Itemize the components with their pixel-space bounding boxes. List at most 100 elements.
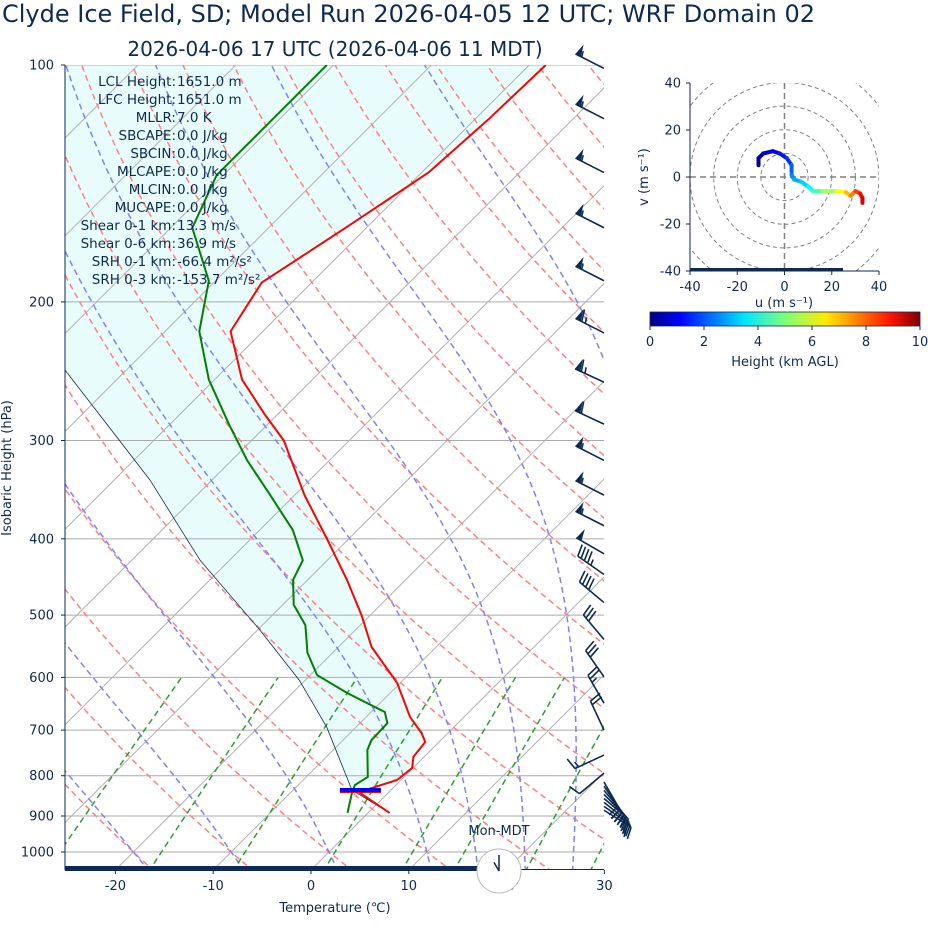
stat-value: 0.0 J/kg bbox=[177, 128, 228, 144]
hodograph-x-tick-label: -40 bbox=[679, 280, 700, 295]
dry-adiabat bbox=[791, 65, 928, 872]
wind-barb-shaft bbox=[575, 310, 604, 333]
stat-value: -153.7 m²/s² bbox=[177, 272, 260, 288]
wind-barb-shaft bbox=[576, 538, 604, 554]
y-tick-label: 900 bbox=[29, 809, 54, 824]
isotherm-line bbox=[505, 47, 928, 871]
stat-value: 13.3 m/s bbox=[177, 218, 236, 234]
wind-barbs bbox=[567, 45, 631, 839]
hodograph-x-label: u (m s⁻¹) bbox=[755, 296, 813, 311]
mixing-ratio-line bbox=[401, 677, 515, 872]
bottom-bar bbox=[65, 866, 478, 871]
x-tick-label: -10 bbox=[203, 879, 224, 894]
colorbar-tick-label: 2 bbox=[700, 335, 708, 350]
stat-value: 1651.0 m bbox=[177, 92, 242, 108]
colorbar bbox=[650, 312, 920, 326]
mixing-ratio-line bbox=[590, 677, 692, 872]
mixing-ratio-line bbox=[46, 677, 182, 872]
dry-adiabat bbox=[386, 65, 928, 872]
x-tick-label: -20 bbox=[105, 879, 126, 894]
cin-area bbox=[0, 65, 546, 790]
wind-barb bbox=[575, 309, 604, 333]
hodograph-y-tick-label: -40 bbox=[660, 265, 681, 280]
colorbar-tick-label: 8 bbox=[862, 335, 870, 350]
wind-barb-shaft bbox=[569, 773, 604, 794]
stat-label: MLCIN: bbox=[129, 182, 176, 198]
hodograph-x-tick-label: 0 bbox=[780, 280, 788, 295]
wind-barb bbox=[575, 257, 604, 281]
figure-subtitle: 2026-04-06 17 UTC (2026-04-06 11 MDT) bbox=[127, 37, 542, 61]
isotherm-line bbox=[798, 47, 928, 871]
mixing-ratio-line bbox=[453, 677, 564, 872]
hodograph-y-tick-label: 20 bbox=[664, 124, 681, 139]
wind-barb-shaft bbox=[575, 360, 604, 383]
hodograph-x-tick-label: 40 bbox=[871, 280, 888, 295]
clock-label: Mon-MDT bbox=[468, 824, 529, 839]
y-tick-label: 400 bbox=[29, 532, 54, 547]
isotherm-line bbox=[700, 47, 928, 871]
colorbar-tick-label: 4 bbox=[754, 335, 762, 350]
dry-adiabat bbox=[436, 65, 928, 872]
y-tick-label: 100 bbox=[29, 59, 54, 74]
x-tick-label: 30 bbox=[596, 879, 613, 894]
y-tick-label: 1000 bbox=[21, 846, 54, 861]
wind-barb bbox=[583, 605, 604, 640]
x-axis-ticks: -20-100102030 bbox=[105, 870, 613, 894]
x-tick-label: 10 bbox=[401, 879, 418, 894]
cin-shading bbox=[0, 65, 546, 790]
x-tick-label: 0 bbox=[307, 879, 315, 894]
hodograph-x-tick-label: -20 bbox=[727, 280, 748, 295]
stat-label: MLCAPE: bbox=[117, 164, 176, 180]
hodograph-y-tick-label: -20 bbox=[660, 218, 681, 233]
stat-value: 0.0 J/kg bbox=[177, 200, 228, 216]
moist-adiabat bbox=[716, 65, 846, 872]
figure-title: Clyde Ice Field, SD; Model Run 2026-04-0… bbox=[2, 0, 815, 28]
wind-barb bbox=[567, 755, 604, 769]
mixing-ratio-line bbox=[148, 677, 278, 872]
stat-label: LFC Height: bbox=[98, 92, 176, 108]
stat-value: 7.0 K bbox=[177, 110, 213, 126]
stat-value: 0.0 J/kg bbox=[177, 164, 228, 180]
wind-barb bbox=[569, 773, 604, 794]
y-axis-label: Isobaric Height (hPa) bbox=[0, 400, 15, 536]
isotherm-line bbox=[407, 47, 928, 871]
stat-label: MUCAPE: bbox=[115, 200, 176, 216]
stat-label: SRH 0-3 km: bbox=[92, 272, 176, 288]
wind-barb bbox=[586, 641, 604, 677]
colorbar-label: Height (km AGL) bbox=[731, 355, 839, 370]
hodograph-y-tick-label: 0 bbox=[673, 171, 681, 186]
y-tick-label: 200 bbox=[29, 295, 54, 310]
wind-barb-shaft bbox=[575, 401, 604, 424]
stat-label: SBCAPE: bbox=[119, 128, 176, 144]
colorbar-tick-label: 0 bbox=[646, 335, 654, 350]
wind-barb bbox=[575, 45, 604, 69]
y-tick-label: 700 bbox=[29, 724, 54, 739]
stat-label: Shear 0-1 km: bbox=[81, 218, 176, 234]
hodograph-bottom-bar bbox=[690, 268, 843, 271]
y-tick-label: 800 bbox=[29, 769, 54, 784]
wind-barb bbox=[575, 149, 604, 173]
stat-value: 0.0 J/kg bbox=[177, 146, 228, 162]
clock: Mon-MDT bbox=[468, 824, 529, 893]
dry-adiabat bbox=[538, 65, 928, 872]
wind-barb bbox=[575, 401, 604, 424]
wind-barb bbox=[575, 359, 604, 382]
stat-value: 0.0 J/kg bbox=[177, 182, 228, 198]
wind-barb-shaft bbox=[586, 641, 604, 677]
y-axis-ticks: 100 200 300 400 500 600 700 800 900 1000 bbox=[21, 59, 65, 861]
stat-value: -66.4 m²/s² bbox=[177, 254, 252, 270]
y-tick-label: 300 bbox=[29, 434, 54, 449]
dry-adiabat bbox=[487, 65, 928, 872]
y-tick-label: 600 bbox=[29, 671, 54, 686]
dry-adiabat bbox=[639, 65, 928, 872]
hodograph-y-label: v (m s⁻¹) bbox=[637, 148, 652, 206]
y-tick-label: 500 bbox=[29, 609, 54, 624]
colorbar-tick-label: 10 bbox=[912, 335, 928, 350]
stat-label: SRH 0-1 km: bbox=[92, 254, 176, 270]
wind-barb-shaft bbox=[567, 755, 604, 769]
hodograph-y-tick-label: 40 bbox=[664, 77, 681, 92]
